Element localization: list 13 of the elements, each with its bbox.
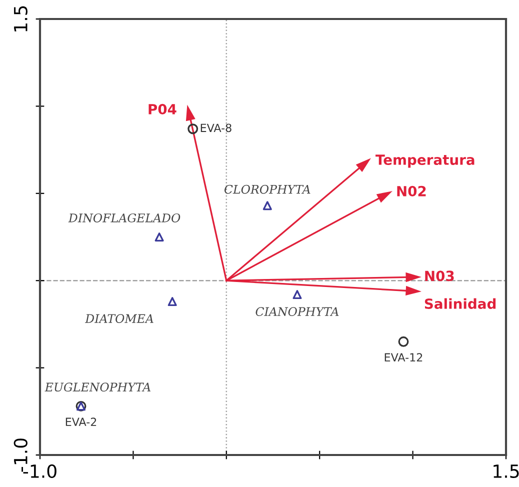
series-label: P04 — [148, 104, 176, 114]
annotation: EVA-12 — [384, 353, 422, 362]
series-label: Salinidad — [424, 298, 496, 309]
annotation: EVA-8 — [200, 124, 232, 132]
annotation: CIANOPHYTA — [256, 307, 339, 316]
annotation: DINOFLAGELADO — [68, 213, 180, 222]
annotation: DIATOMEA — [84, 314, 154, 324]
series-label: Temperatura — [376, 154, 474, 168]
series-label: N02 — [397, 186, 426, 196]
series-label: N03 — [425, 270, 454, 282]
annotation: CLOROPHYTA — [224, 184, 310, 194]
annotation: EVA-2 — [66, 418, 96, 426]
annotation: EUGLENOPHYTA — [44, 382, 151, 392]
